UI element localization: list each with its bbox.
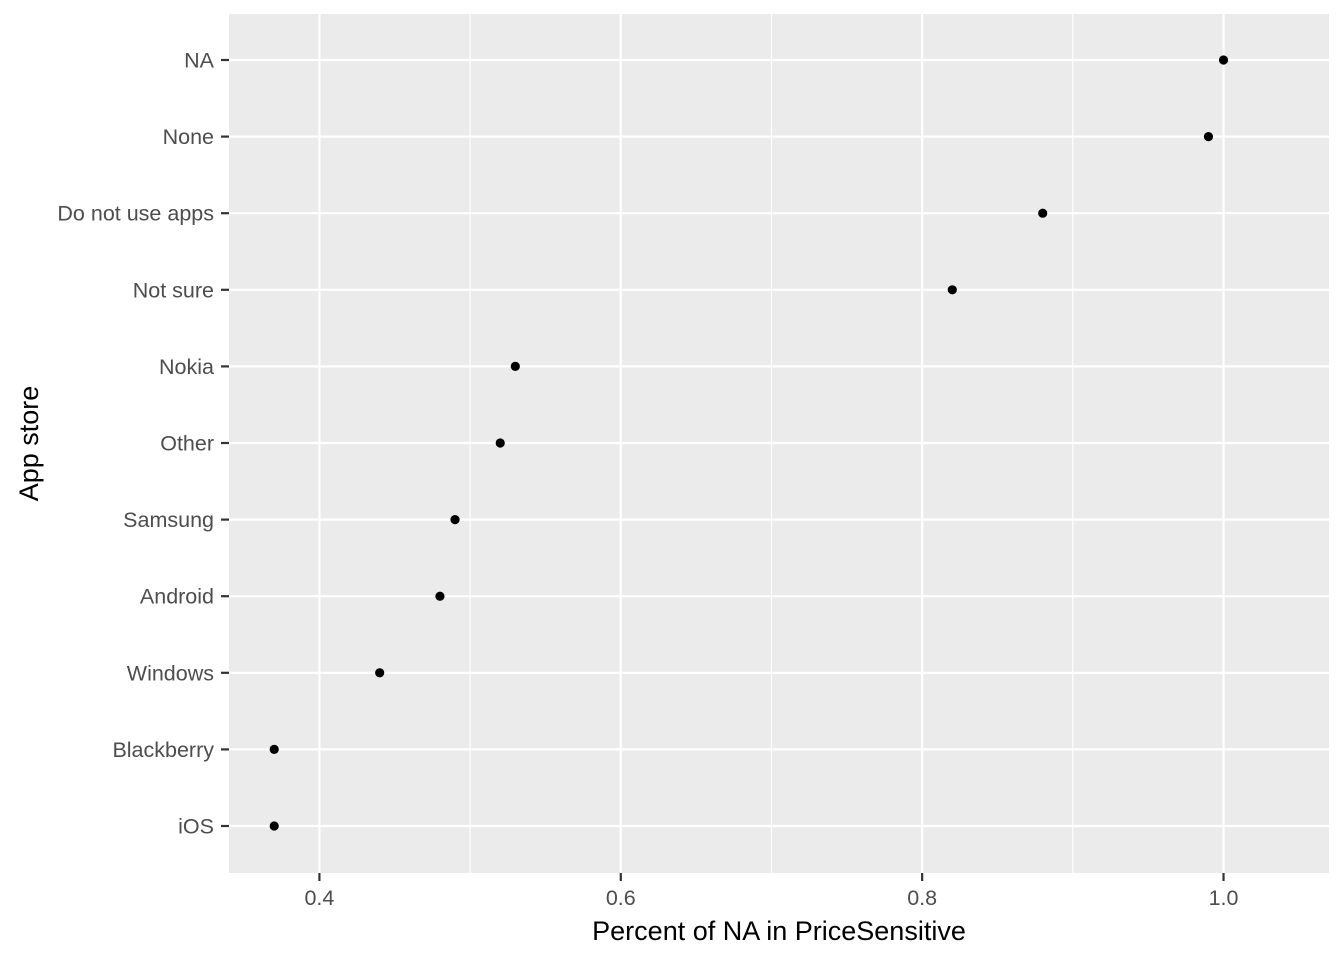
data-point bbox=[510, 361, 520, 371]
y-axis: NA None Do not use apps Not sure Nokia Other S… bbox=[57, 49, 229, 839]
x-axis-title: Percent of NA in PriceSensitive bbox=[592, 916, 966, 946]
y-tick-label: iOS bbox=[178, 815, 214, 839]
y-tick-label: Blackberry bbox=[112, 738, 214, 762]
y-tick-label: None bbox=[163, 125, 214, 149]
data-point bbox=[947, 285, 957, 295]
data-point bbox=[1203, 132, 1214, 142]
x-tick-label: 0.6 bbox=[606, 886, 636, 910]
major-gridlines bbox=[229, 14, 1329, 873]
x-tick-label: 0.4 bbox=[304, 886, 334, 910]
data-point bbox=[1218, 55, 1229, 65]
data-point bbox=[435, 591, 445, 601]
x-tick-label: 1.0 bbox=[1209, 886, 1239, 910]
data-point bbox=[375, 668, 385, 678]
x-tick-label: 0.8 bbox=[907, 886, 937, 910]
data-point bbox=[269, 744, 279, 755]
y-tick-label: Not sure bbox=[133, 278, 214, 302]
y-axis-title: App store bbox=[14, 386, 44, 502]
y-tick-label: Samsung bbox=[123, 508, 214, 532]
data-points bbox=[269, 55, 1229, 831]
data-point bbox=[1038, 208, 1048, 218]
y-tick-label: Windows bbox=[127, 661, 214, 685]
y-tick-label: Nokia bbox=[159, 355, 214, 379]
y-tick-label: NA bbox=[184, 49, 215, 73]
data-point bbox=[495, 438, 505, 448]
x-axis: 0.4 0.6 0.8 1.0 bbox=[304, 873, 1239, 910]
data-point bbox=[269, 821, 279, 831]
y-tick-label: Do not use apps bbox=[57, 202, 214, 226]
y-tick-label: Other bbox=[160, 432, 214, 456]
y-tick-label: Android bbox=[140, 585, 214, 609]
data-point bbox=[450, 515, 460, 525]
